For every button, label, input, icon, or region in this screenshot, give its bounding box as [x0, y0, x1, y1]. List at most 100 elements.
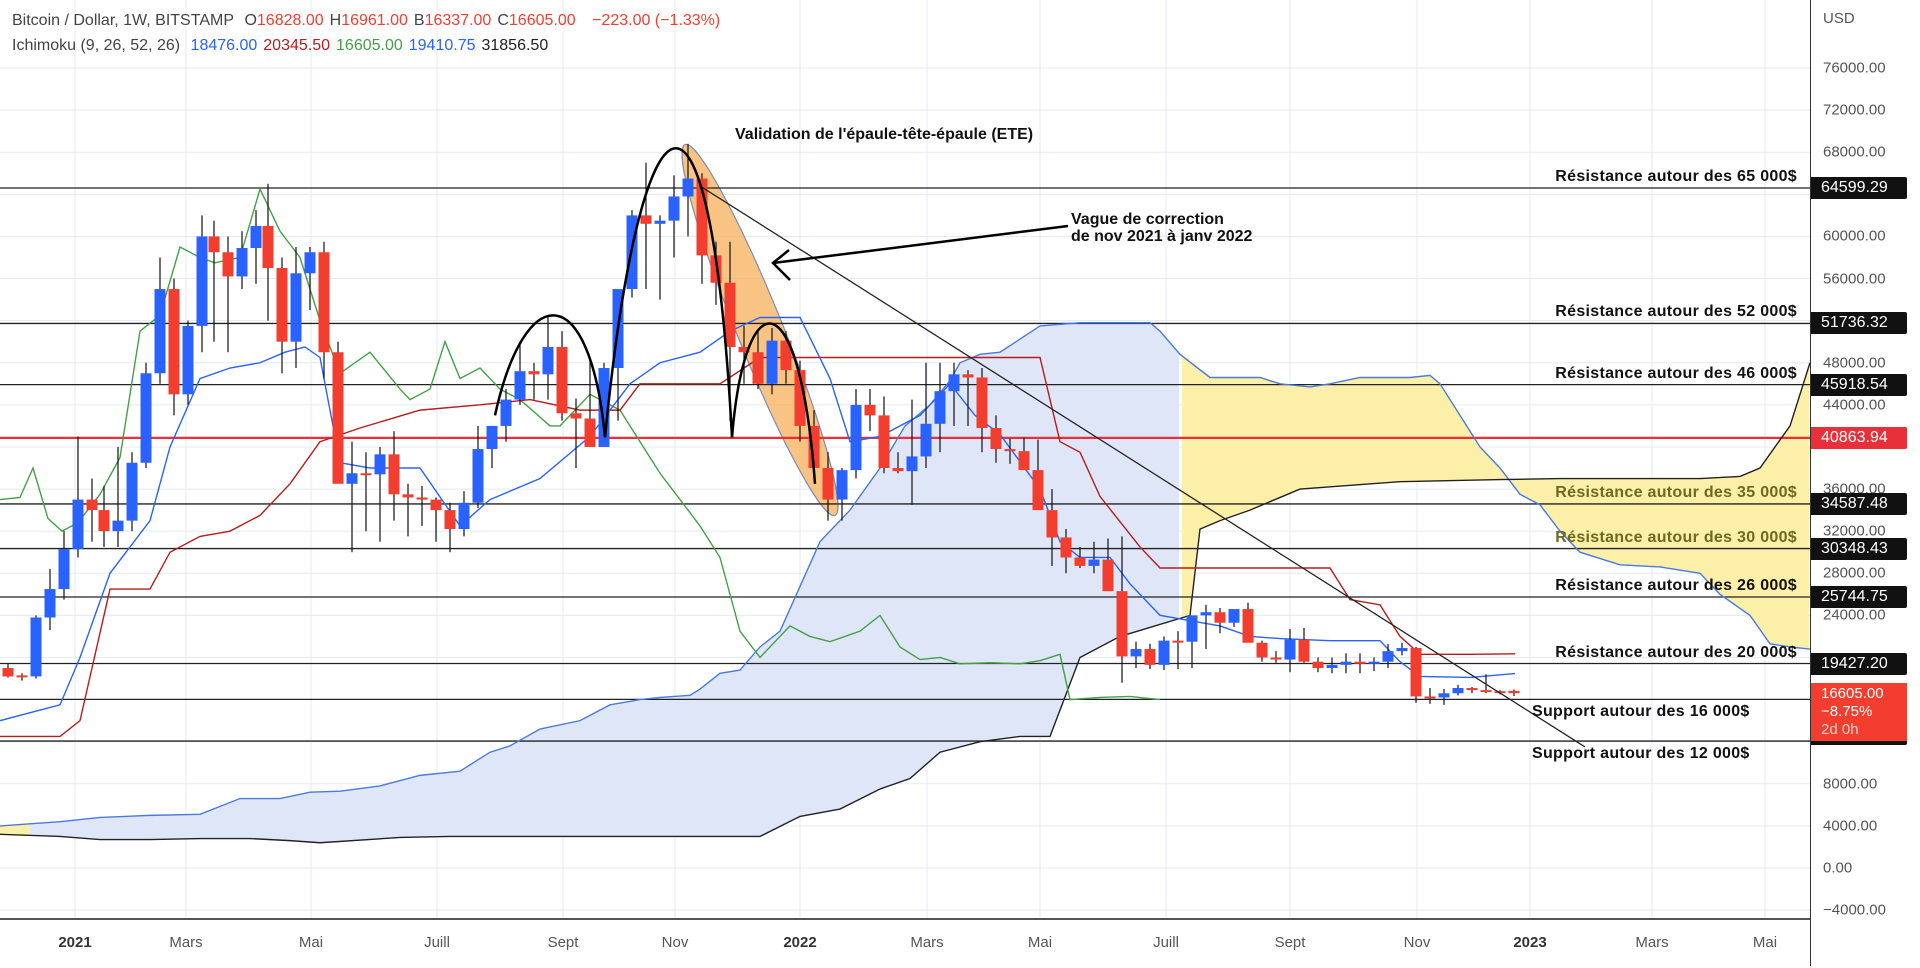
candle-body	[766, 340, 778, 384]
candle-body	[1214, 612, 1226, 623]
level-label: Support autour des 12 000$	[1532, 745, 1750, 763]
candle-body	[1326, 664, 1338, 669]
ohlc-o: O16828.00	[244, 12, 324, 29]
candle-body	[140, 373, 152, 463]
level-label: Résistance autour des 52 000$	[1555, 303, 1797, 321]
candle-body	[360, 473, 372, 476]
candle-body	[1438, 693, 1450, 698]
candle-body	[1060, 537, 1072, 558]
currency-unit: USD	[1823, 10, 1855, 27]
time-axis[interactable]: 2021 Mars Mai Juill Sept Nov 2022 Mars Mai Juill S…	[0, 918, 1810, 968]
price-level-badge: 40863.94	[1811, 426, 1907, 449]
candle-body	[500, 399, 512, 426]
candle-body	[1172, 640, 1184, 643]
current-price-badge: 16605.00 −8.75% 2d 0h	[1811, 683, 1907, 742]
candle-body	[1354, 661, 1366, 664]
ohlc-h: H16961.00	[329, 12, 408, 29]
cloud-bearish-fill	[0, 823, 30, 836]
level-label: Résistance autour des 26 000$	[1555, 577, 1797, 594]
candle-body	[332, 352, 344, 484]
senkou-span-a-line	[0, 322, 1811, 827]
candle-body	[236, 248, 248, 277]
price-level-badge: 19427.20	[1811, 652, 1907, 675]
current-price: 16605.00	[1821, 685, 1884, 703]
candle-body	[208, 236, 220, 253]
price-tick-label: 76000.00	[1823, 59, 1886, 77]
candle-body	[850, 404, 862, 471]
candle-body	[72, 499, 84, 550]
candle-body	[668, 196, 680, 221]
candle-body	[1340, 661, 1352, 665]
candle-body	[920, 423, 932, 457]
candle-body	[542, 346, 554, 375]
indicator-value: 16605.00	[336, 37, 403, 54]
price-level-badge: 45918.54	[1811, 373, 1907, 396]
candle-body	[402, 494, 414, 498]
candle-body	[430, 499, 442, 511]
candle-body	[168, 289, 180, 395]
candle-body	[1088, 559, 1100, 566]
candle-body	[1032, 470, 1044, 511]
candle-body	[1368, 661, 1380, 664]
indicator-value: 20345.50	[263, 37, 331, 54]
price-tick-label: 0.00	[1823, 859, 1853, 877]
price-tick-label: 24000.00	[1823, 606, 1886, 624]
price-tick-label: 56000.00	[1823, 270, 1886, 288]
candle-body	[98, 510, 110, 532]
correction-arrow-line	[772, 224, 1069, 265]
level-label: Résistance autour des 46 000$	[1555, 364, 1797, 382]
price-chart-plot[interactable]: Bitcoin / Dollar, 1W, BITSTAMP O16828.00…	[0, 0, 1811, 918]
candle-body	[290, 273, 302, 342]
time-tick-label: Sept	[547, 934, 579, 951]
price-tick-label: −4000.00	[1823, 901, 1886, 919]
annotation-wave-line1: Vague de correction	[1071, 211, 1224, 228]
candle-body	[346, 473, 358, 484]
indicator-value: 31856.50	[481, 37, 549, 54]
candle-body	[990, 428, 1002, 450]
candle-body	[374, 454, 386, 475]
candle-body	[1452, 688, 1464, 694]
price-axis[interactable]: USD 76000.00 72000.00 68000.00 60000.00 5600…	[1810, 0, 1920, 966]
candle-body	[1046, 510, 1058, 538]
price-tick-label: 28000.00	[1823, 564, 1886, 582]
time-tick-label: 2023	[1513, 934, 1547, 951]
time-tick-label: Juill	[1153, 934, 1179, 951]
candle-body	[1144, 649, 1156, 665]
candle-body	[16, 675, 28, 678]
candle-body	[794, 370, 806, 426]
candle-body	[808, 425, 820, 469]
candle-body	[948, 374, 960, 392]
candle-body	[1424, 696, 1436, 699]
candle-body	[112, 520, 124, 532]
candle-body	[1508, 690, 1520, 694]
time-tick-label: Nov	[661, 934, 689, 951]
kijun-sen-line	[0, 356, 1516, 738]
candle-body	[1242, 609, 1254, 643]
price-tick-label: 60000.00	[1823, 227, 1886, 245]
downtrend-line	[699, 185, 1586, 748]
candle-body	[738, 346, 750, 353]
time-tick-label: Mai	[298, 934, 324, 951]
candle-body	[556, 346, 568, 414]
candle-body	[458, 502, 470, 530]
candle-body	[514, 371, 526, 400]
candle-body	[262, 225, 274, 269]
candle-body	[1130, 649, 1142, 657]
price-level-badge: 34587.48	[1811, 492, 1907, 515]
time-tick-label: 2022	[783, 934, 817, 951]
candle-body	[1256, 642, 1268, 658]
candle-body	[154, 289, 166, 374]
price-tick-label: 8000.00	[1823, 775, 1878, 793]
time-tick-label: Mai	[1027, 934, 1053, 951]
tenkan-sen-line	[0, 316, 1516, 722]
candle-body	[276, 268, 288, 342]
time-tick-label: Mars	[910, 934, 944, 951]
candle-body	[1074, 557, 1086, 566]
candle-body	[1018, 451, 1030, 471]
candle-body	[822, 468, 834, 500]
senkou-span-b-line	[0, 362, 1811, 844]
candle-body	[906, 456, 918, 472]
time-tick-label: Sept	[1274, 934, 1306, 951]
right-shoulder-arc	[730, 322, 817, 484]
candle-body	[1102, 559, 1114, 592]
